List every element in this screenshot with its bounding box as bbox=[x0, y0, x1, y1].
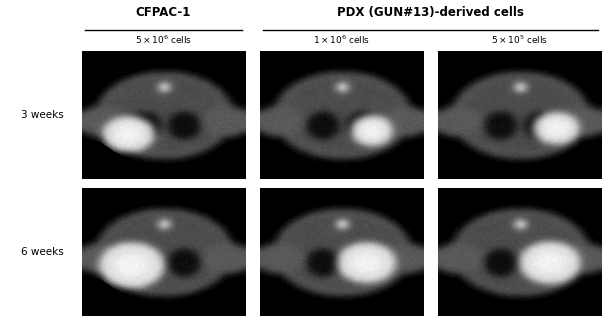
Text: $1\times10^6$ cells: $1\times10^6$ cells bbox=[313, 34, 370, 46]
Text: $5\times10^6$ cells: $5\times10^6$ cells bbox=[135, 34, 191, 46]
Text: 3 weeks: 3 weeks bbox=[21, 110, 63, 120]
Text: 6 weeks: 6 weeks bbox=[21, 247, 63, 257]
Text: CFPAC-1: CFPAC-1 bbox=[135, 6, 191, 19]
Text: $5\times10^5$ cells: $5\times10^5$ cells bbox=[491, 34, 548, 46]
Text: PDX (GUN#13)-derived cells: PDX (GUN#13)-derived cells bbox=[337, 6, 524, 19]
